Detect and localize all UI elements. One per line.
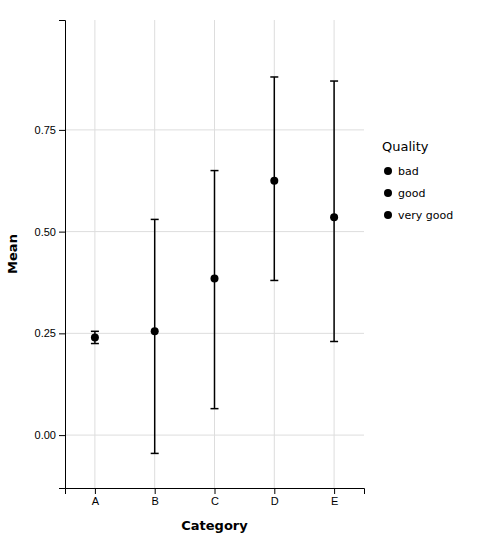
tick-label: D	[271, 495, 279, 507]
x-axis-title: Category	[181, 518, 248, 533]
error-cap	[211, 170, 219, 172]
tick-label: A	[92, 495, 100, 507]
grid-line	[154, 20, 155, 488]
tick-mark	[59, 130, 65, 131]
legend-marker	[384, 189, 392, 197]
tick-mark	[334, 488, 335, 494]
tick-mark	[59, 232, 65, 233]
legend-label: good	[398, 187, 425, 200]
error-cap	[151, 453, 159, 455]
point	[270, 177, 278, 185]
marks	[91, 77, 338, 453]
grid-line	[274, 20, 275, 488]
tick-label: B	[152, 495, 159, 507]
tick-label: 0.00	[35, 429, 56, 441]
plot: 0.00 0.25 0.50 0.75 A B C D E Category Mean	[5, 20, 365, 533]
x-axis: A B C D E	[66, 488, 365, 507]
legend-marker	[384, 167, 392, 175]
legend-title: Quality	[382, 139, 429, 154]
error-cap	[270, 280, 278, 282]
error-cap	[91, 331, 99, 333]
error-cap	[330, 80, 338, 82]
point	[330, 213, 338, 221]
grid-line	[94, 20, 95, 488]
grid-line	[334, 20, 335, 488]
error-cap	[211, 408, 219, 410]
grid	[65, 20, 364, 488]
y-axis-title: Mean	[5, 234, 20, 274]
legend-label: very good	[398, 209, 453, 222]
tick: 0.25	[35, 327, 65, 339]
tick-mark	[215, 488, 216, 494]
axis-line	[66, 489, 365, 495]
error-cap	[91, 343, 99, 345]
tick: C	[211, 488, 219, 507]
legend-label: bad	[398, 165, 419, 178]
legend: Quality bad good very good	[382, 139, 453, 222]
tick: 0.00	[35, 429, 65, 441]
tick-label: 0.75	[35, 124, 56, 136]
point	[211, 274, 219, 282]
tick-label: C	[211, 495, 219, 507]
point	[151, 327, 159, 335]
tick: D	[271, 488, 279, 507]
error-cap	[330, 341, 338, 343]
tick: E	[331, 488, 338, 507]
tick: 0.75	[35, 124, 65, 136]
error-bar	[214, 171, 216, 409]
tick-mark	[95, 488, 96, 494]
tick-mark	[155, 488, 156, 494]
y-axis: 0.00 0.25 0.50 0.75	[35, 21, 66, 489]
tick-label: 0.25	[35, 327, 56, 339]
tick: B	[152, 488, 159, 507]
point	[91, 333, 99, 341]
tick: A	[92, 488, 100, 507]
tick-mark	[59, 435, 65, 436]
tick-label: 0.50	[35, 226, 56, 238]
tick-mark	[59, 333, 65, 334]
legend-marker	[384, 211, 392, 219]
tick-mark	[274, 488, 275, 494]
error-cap	[151, 219, 159, 221]
tick: 0.50	[35, 226, 65, 238]
chart: 0.00 0.25 0.50 0.75 A B C D E Category Mean Quality…	[0, 0, 479, 543]
tick-label: E	[331, 495, 338, 507]
error-bar	[333, 81, 335, 341]
grid-line	[214, 20, 215, 488]
axis-line	[59, 21, 66, 489]
error-bar	[154, 219, 156, 453]
error-cap	[270, 76, 278, 78]
